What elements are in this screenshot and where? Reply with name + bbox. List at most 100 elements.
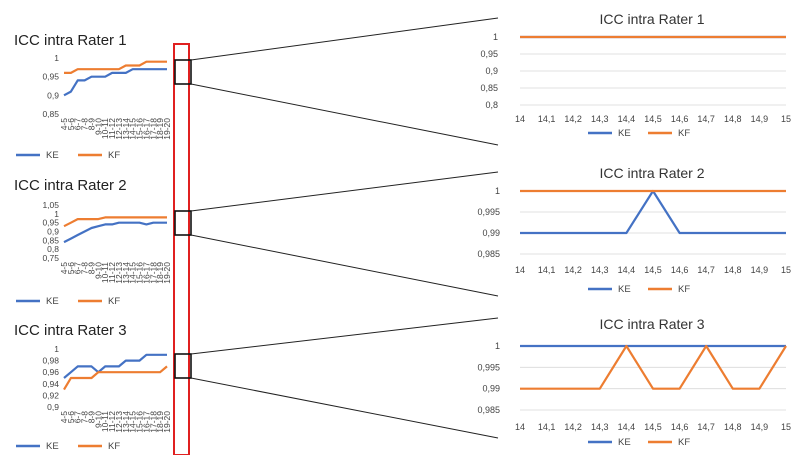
x-tick-label: 13-14 — [121, 262, 131, 284]
chart-title-2: ICC intra Rater 2 — [14, 177, 127, 194]
legend-label-ke: KE — [618, 437, 631, 448]
x-tick-label: 17-18 — [148, 411, 158, 433]
x-tick-label: 14,5 — [644, 114, 662, 124]
x-tick-label: 14,1 — [538, 265, 556, 275]
legend-label-kf: KF — [678, 284, 690, 295]
x-tick-label: 5-6 — [66, 118, 76, 131]
x-tick-label: 7-8 — [80, 262, 90, 275]
x-tick-label: 11-12 — [107, 118, 117, 139]
zoom-box-2 — [174, 210, 192, 236]
x-tick-label: 16-17 — [141, 118, 151, 140]
x-tick-label: 14,2 — [564, 265, 582, 275]
series-line-ke — [63, 221, 167, 244]
x-tick-label: 19-20 — [162, 118, 172, 140]
y-tick-label: 1 — [495, 341, 500, 351]
zoom-box-3 — [174, 353, 192, 379]
x-tick-label: 4-5 — [59, 411, 69, 424]
x-tick-label: 14 — [515, 114, 525, 124]
series-line-ke — [63, 68, 167, 97]
x-tick-label: 14-15 — [128, 411, 138, 433]
y-tick-label: 0,985 — [477, 249, 500, 259]
x-tick-label: 10-11 — [100, 262, 110, 283]
x-tick-label: 14,4 — [618, 422, 636, 432]
y-tick-label: 1 — [493, 32, 498, 42]
x-tick-label: 14,3 — [591, 422, 609, 432]
x-tick-label: 7-8 — [80, 411, 90, 424]
x-tick-label: 15-16 — [135, 262, 145, 284]
chart-title-1: ICC intra Rater 1 — [14, 32, 127, 49]
y-tick-label: 0,95 — [480, 49, 498, 59]
legend-label-kf: KF — [678, 128, 690, 139]
chart-title-6: ICC intra Rater 3 — [599, 316, 704, 332]
x-tick-label: 12-13 — [114, 118, 124, 140]
y-tick-label: 1 — [54, 53, 59, 63]
x-tick-label: 14-15 — [128, 118, 138, 140]
x-tick-label: 14,2 — [564, 422, 582, 432]
x-tick-label: 16-17 — [141, 411, 151, 433]
highlight-column — [173, 43, 190, 455]
x-tick-label: 13-14 — [121, 118, 131, 140]
x-tick-label: 14,2 — [564, 114, 582, 124]
x-tick-label: 14,1 — [538, 114, 556, 124]
x-tick-label: 19-20 — [162, 262, 172, 284]
x-tick-label: 13-14 — [121, 411, 131, 433]
x-tick-label: 14,6 — [671, 422, 689, 432]
y-tick-label: 0,9 — [47, 402, 59, 412]
y-tick-label: 0,75 — [42, 253, 59, 263]
x-tick-label: 7-8 — [80, 118, 90, 131]
x-tick-label: 11-12 — [107, 411, 117, 432]
x-tick-label: 15-16 — [135, 118, 145, 140]
x-tick-label: 14,7 — [697, 422, 715, 432]
x-tick-label: 14,9 — [751, 265, 769, 275]
legend-label-kf: KF — [678, 437, 690, 448]
y-tick-label: 1 — [54, 344, 59, 354]
zoom-connector — [190, 171, 499, 212]
x-tick-label: 14,3 — [591, 265, 609, 275]
y-tick-label: 0,85 — [42, 235, 59, 245]
x-tick-label: 19-20 — [162, 411, 172, 433]
y-tick-label: 0,85 — [480, 83, 498, 93]
y-tick-label: 1,05 — [42, 200, 59, 210]
legend-label-ke: KE — [618, 128, 631, 139]
series-line-ke — [63, 353, 167, 379]
x-tick-label: 15 — [781, 114, 791, 124]
x-tick-label: 14,6 — [671, 265, 689, 275]
x-tick-label: 6-7 — [73, 411, 83, 424]
x-tick-label: 12-13 — [114, 262, 124, 284]
x-tick-label: 14,1 — [538, 422, 556, 432]
x-tick-label: 10-11 — [100, 118, 110, 139]
zoom-box-1 — [174, 59, 192, 85]
x-tick-label: 14,3 — [591, 114, 609, 124]
x-tick-label: 14,4 — [618, 265, 636, 275]
x-tick-label: 18-19 — [155, 118, 165, 140]
x-tick-label: 4-5 — [59, 262, 69, 275]
chart-title-5: ICC intra Rater 2 — [599, 165, 704, 181]
series-line-kf — [63, 216, 167, 228]
x-tick-label: 15-16 — [135, 411, 145, 433]
x-tick-label: 14,9 — [751, 422, 769, 432]
x-tick-label: 14,7 — [697, 265, 715, 275]
y-tick-label: 0,8 — [47, 244, 59, 254]
x-tick-label: 8-9 — [86, 411, 96, 424]
y-tick-label: 0,96 — [42, 367, 59, 377]
x-tick-label: 8-9 — [86, 262, 96, 275]
y-tick-label: 0,95 — [42, 72, 59, 82]
y-tick-label: 0,9 — [47, 227, 59, 237]
y-tick-label: 0,99 — [482, 384, 500, 394]
y-tick-label: 0,995 — [477, 207, 500, 217]
y-tick-label: 0,985 — [477, 405, 500, 415]
zoom-connector — [190, 17, 499, 61]
x-tick-label: 14,8 — [724, 114, 742, 124]
x-tick-label: 15 — [781, 422, 791, 432]
x-tick-label: 8-9 — [86, 118, 96, 131]
x-tick-label: 6-7 — [73, 262, 83, 275]
y-tick-label: 0,95 — [42, 218, 59, 228]
y-tick-label: 0,9 — [485, 66, 498, 76]
legend-label-kf: KF — [108, 441, 120, 452]
x-tick-label: 18-19 — [155, 411, 165, 433]
y-tick-label: 0,92 — [42, 390, 59, 400]
zoom-connector — [190, 234, 499, 297]
zoom-connector — [190, 317, 499, 355]
legend-label-ke: KE — [618, 284, 631, 295]
